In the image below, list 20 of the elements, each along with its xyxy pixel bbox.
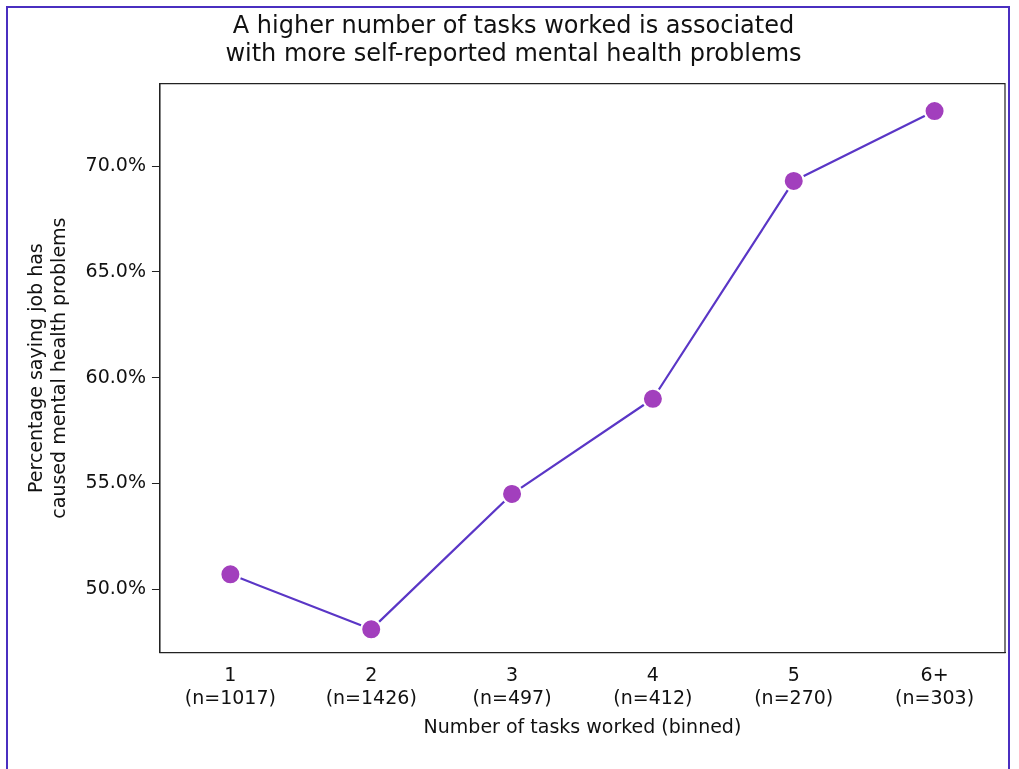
point — [923, 100, 946, 123]
x-tick-label: 2 (n=1426) — [325, 662, 417, 708]
x-tick-label: 6+ (n=303) — [895, 662, 975, 708]
x-tick-label: 5 (n=270) — [754, 662, 834, 708]
y-tick-label: 50.0% — [85, 576, 146, 599]
x-axis-title: Number of tasks worked (binned) — [423, 714, 742, 737]
y-tick-label: 70.0% — [85, 153, 146, 176]
y-tick-label: 65.0% — [85, 258, 146, 281]
y-tick-label: 60.0% — [85, 364, 146, 387]
point — [360, 618, 383, 641]
x-tick-label: 3 (n=497) — [472, 662, 552, 708]
chart-title: A higher number of tasks worked is associated with more self-reported mental health problems — [225, 10, 802, 68]
x-tick-label: 1 (n=1017) — [184, 662, 276, 708]
point — [641, 387, 664, 410]
point — [219, 563, 242, 586]
point — [501, 482, 524, 505]
y-axis-title: Percentage saying job has caused mental health problems — [24, 217, 70, 519]
x-tick-label: 4 (n=412) — [613, 662, 693, 708]
point — [782, 169, 805, 192]
y-tick-label: 55.0% — [85, 470, 146, 493]
